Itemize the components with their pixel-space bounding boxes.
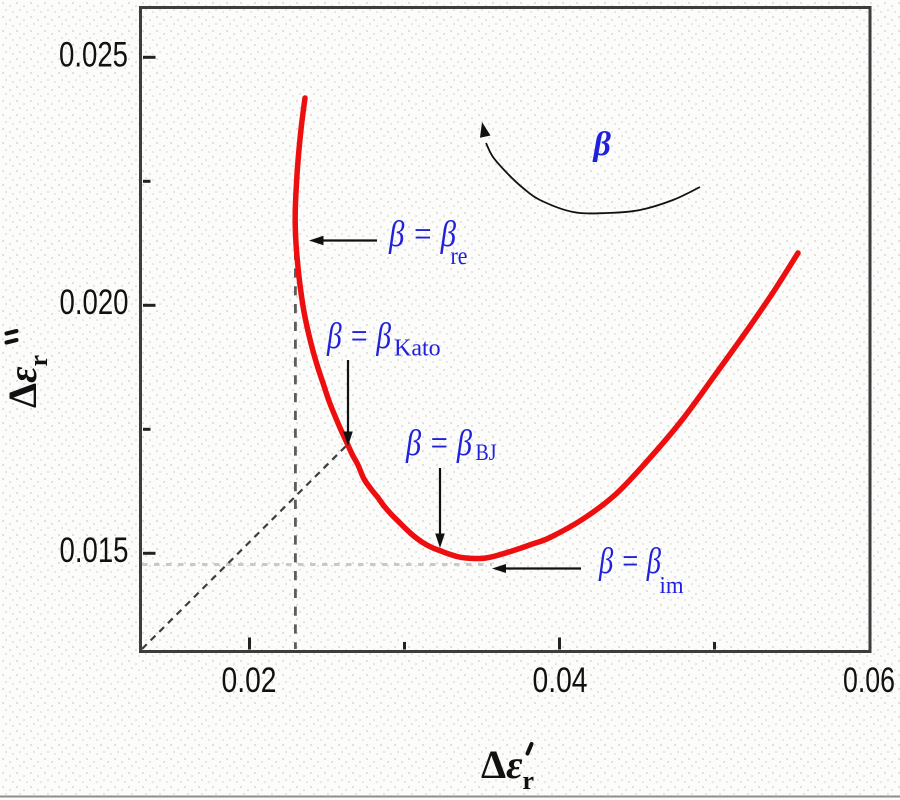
svg-text:0.06: 0.06 (843, 661, 895, 700)
svg-text:0.04: 0.04 (533, 661, 588, 700)
svg-text:0.020: 0.020 (60, 283, 129, 322)
svg-text:β = β: β = β (388, 214, 456, 255)
svg-text:β: β (592, 126, 612, 163)
svg-text:Δεr: Δεr (0, 355, 53, 408)
svg-text:im: im (660, 573, 684, 599)
svg-text:0.025: 0.025 (59, 36, 128, 75)
svg-text:Kato: Kato (394, 336, 441, 362)
svg-text:Δεr: Δεr (481, 742, 534, 795)
svg-text:β = β: β = β (598, 541, 661, 582)
svg-text:β = β: β = β (326, 316, 391, 357)
svg-text:0.015: 0.015 (60, 531, 129, 570)
svg-text:BJ: BJ (476, 440, 497, 465)
svg-text:re: re (451, 243, 468, 270)
svg-text:0.02: 0.02 (222, 661, 277, 700)
svg-text:β = β: β = β (405, 423, 472, 464)
